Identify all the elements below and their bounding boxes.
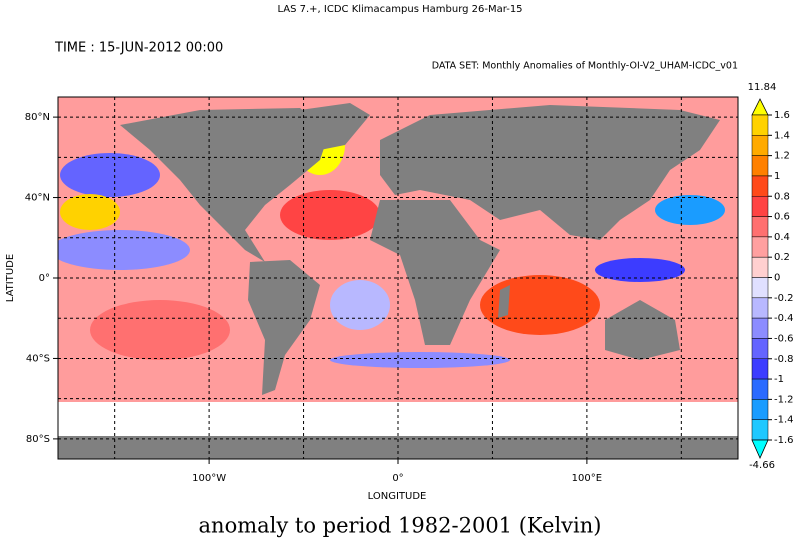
- caption: anomaly to period 1982-2001 (Kelvin): [199, 514, 602, 538]
- lon-tick-label: 100°W: [192, 473, 226, 484]
- time-label: TIME : 15-JUN-2012 00:00: [54, 41, 223, 56]
- dataset-label: DATA SET: Monthly Anomalies of Monthly-O…: [432, 61, 738, 72]
- land: [58, 103, 738, 459]
- colorbar-bin: [751, 216, 769, 238]
- anomaly-patch: [330, 352, 510, 368]
- anomaly-patch: [60, 194, 120, 230]
- anomaly-patch: [90, 300, 230, 360]
- colorbar-over: [751, 98, 769, 116]
- colorbar-label: 1: [774, 171, 780, 182]
- colorbar: 1.6 1.4 1.2 1 0.8 0.6 0.4 0.2 0 -0.2 -0.4 -0.6 -0.8 -…: [748, 82, 794, 471]
- title: LAS 7.+, ICDC Klimacampus Hamburg 26-Mar…: [277, 4, 522, 15]
- colorbar-label: -1.4: [774, 415, 794, 426]
- lat-tick-label: 80°N: [25, 112, 50, 123]
- colorbar-label: 0.2: [774, 252, 790, 263]
- y-axis-label: LATITUDE: [5, 254, 16, 302]
- lon-tick-label: 100°E: [572, 473, 602, 484]
- colorbar-bin: [751, 114, 769, 136]
- lat-tick-label: 80°S: [26, 434, 50, 445]
- colorbar-bin: [751, 317, 769, 339]
- plot-frame: [57, 96, 739, 460]
- colorbar-bin: [751, 135, 769, 156]
- colorbar-label: -0.4: [774, 313, 794, 324]
- colorbar-bin: [751, 399, 769, 420]
- anomaly-patch: [58, 230, 190, 270]
- colorbar-bin: [751, 419, 769, 441]
- grid: 80°N 40°N 0° 40°S 80°S 100°W 0° 100°E: [25, 97, 738, 484]
- lon-tick-label: 0°: [392, 473, 403, 484]
- colorbar-label: -0.2: [774, 293, 794, 304]
- colorbar-min: -4.66: [749, 460, 775, 471]
- colorbar-bin: [751, 175, 769, 197]
- colorbar-label: -1.6: [774, 435, 794, 446]
- colorbar-label: 1.6: [774, 110, 790, 121]
- colorbar-label: 1.2: [774, 151, 790, 162]
- colorbar-max: 11.84: [748, 82, 777, 93]
- colorbar-label: -1.2: [774, 394, 794, 405]
- anomaly-patch: [595, 258, 685, 282]
- colorbar-bin: [751, 236, 769, 258]
- x-axis-label: LONGITUDE: [368, 491, 427, 502]
- colorbar-bin: [751, 155, 769, 177]
- colorbar-label: -1: [774, 374, 784, 385]
- colorbar-bin: [751, 378, 769, 400]
- anomaly-patch: [330, 280, 390, 330]
- anomaly-patch: [60, 153, 160, 197]
- colorbar-label: 1.4: [774, 130, 790, 141]
- colorbar-label: 0.8: [774, 191, 790, 202]
- colorbar-bin: [751, 358, 769, 380]
- colorbar-bin: [751, 338, 769, 359]
- anomaly-patch: [655, 195, 725, 225]
- anomaly-patch: [280, 190, 380, 240]
- lat-tick-label: 40°N: [25, 193, 50, 204]
- lat-tick-label: 40°S: [26, 353, 50, 364]
- colorbar-bin: [751, 277, 769, 299]
- lat-tick-label: 0°: [39, 273, 50, 284]
- colorbar-bin: [751, 196, 769, 217]
- colorbar-label: 0: [774, 273, 780, 284]
- colorbar-bin: [751, 256, 769, 278]
- colorbar-label: 0.4: [774, 232, 790, 243]
- colorbar-bin: [751, 297, 769, 319]
- anomaly-patch: [480, 275, 600, 335]
- colorbar-under: [751, 439, 769, 459]
- colorbar-label: -0.6: [774, 333, 794, 344]
- colorbar-label: -0.8: [774, 354, 794, 365]
- colorbar-label: 0.6: [774, 212, 790, 223]
